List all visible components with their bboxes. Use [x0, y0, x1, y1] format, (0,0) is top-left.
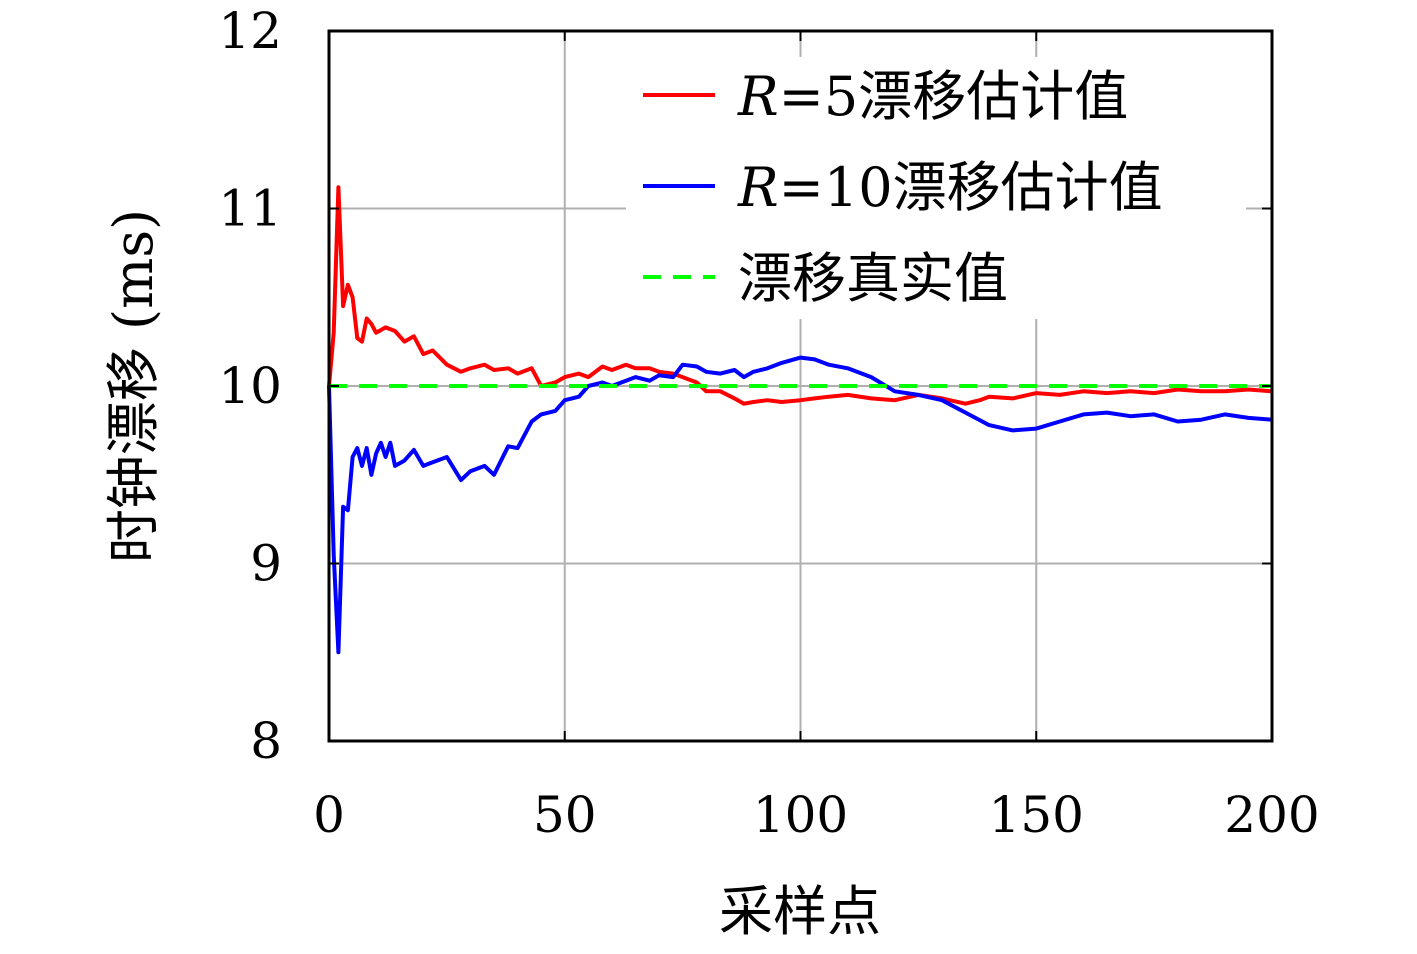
- y-tick-label: 12: [218, 2, 282, 60]
- y-axis-label: 时钟漂移 (ms): [102, 209, 165, 563]
- y-tick-label: 9: [250, 535, 282, 593]
- legend-label-1: R=5漂移估计值: [737, 65, 1128, 128]
- x-tick-label: 0: [313, 786, 345, 844]
- ticks: 0 50 100 150 200 8 9 10 11 12: [218, 2, 1319, 844]
- legend-box: [626, 57, 1246, 319]
- x-tick-label: 50: [533, 786, 597, 844]
- legend-label-3: 漂移真实值: [738, 247, 1008, 310]
- x-tick-label: 200: [1224, 786, 1319, 844]
- y-tick-label: 8: [250, 712, 282, 770]
- x-axis-label: 采样点: [719, 880, 881, 943]
- x-tick-label: 150: [989, 786, 1084, 844]
- series-line-2: [327, 355, 1273, 655]
- legend-label-2: R=10漂移估计值: [737, 156, 1163, 219]
- series-lines: [327, 185, 1273, 655]
- series-line-1: [327, 185, 1273, 406]
- y-tick-label: 10: [218, 357, 282, 415]
- y-tick-label: 11: [218, 180, 282, 238]
- x-tick-label: 100: [753, 786, 848, 844]
